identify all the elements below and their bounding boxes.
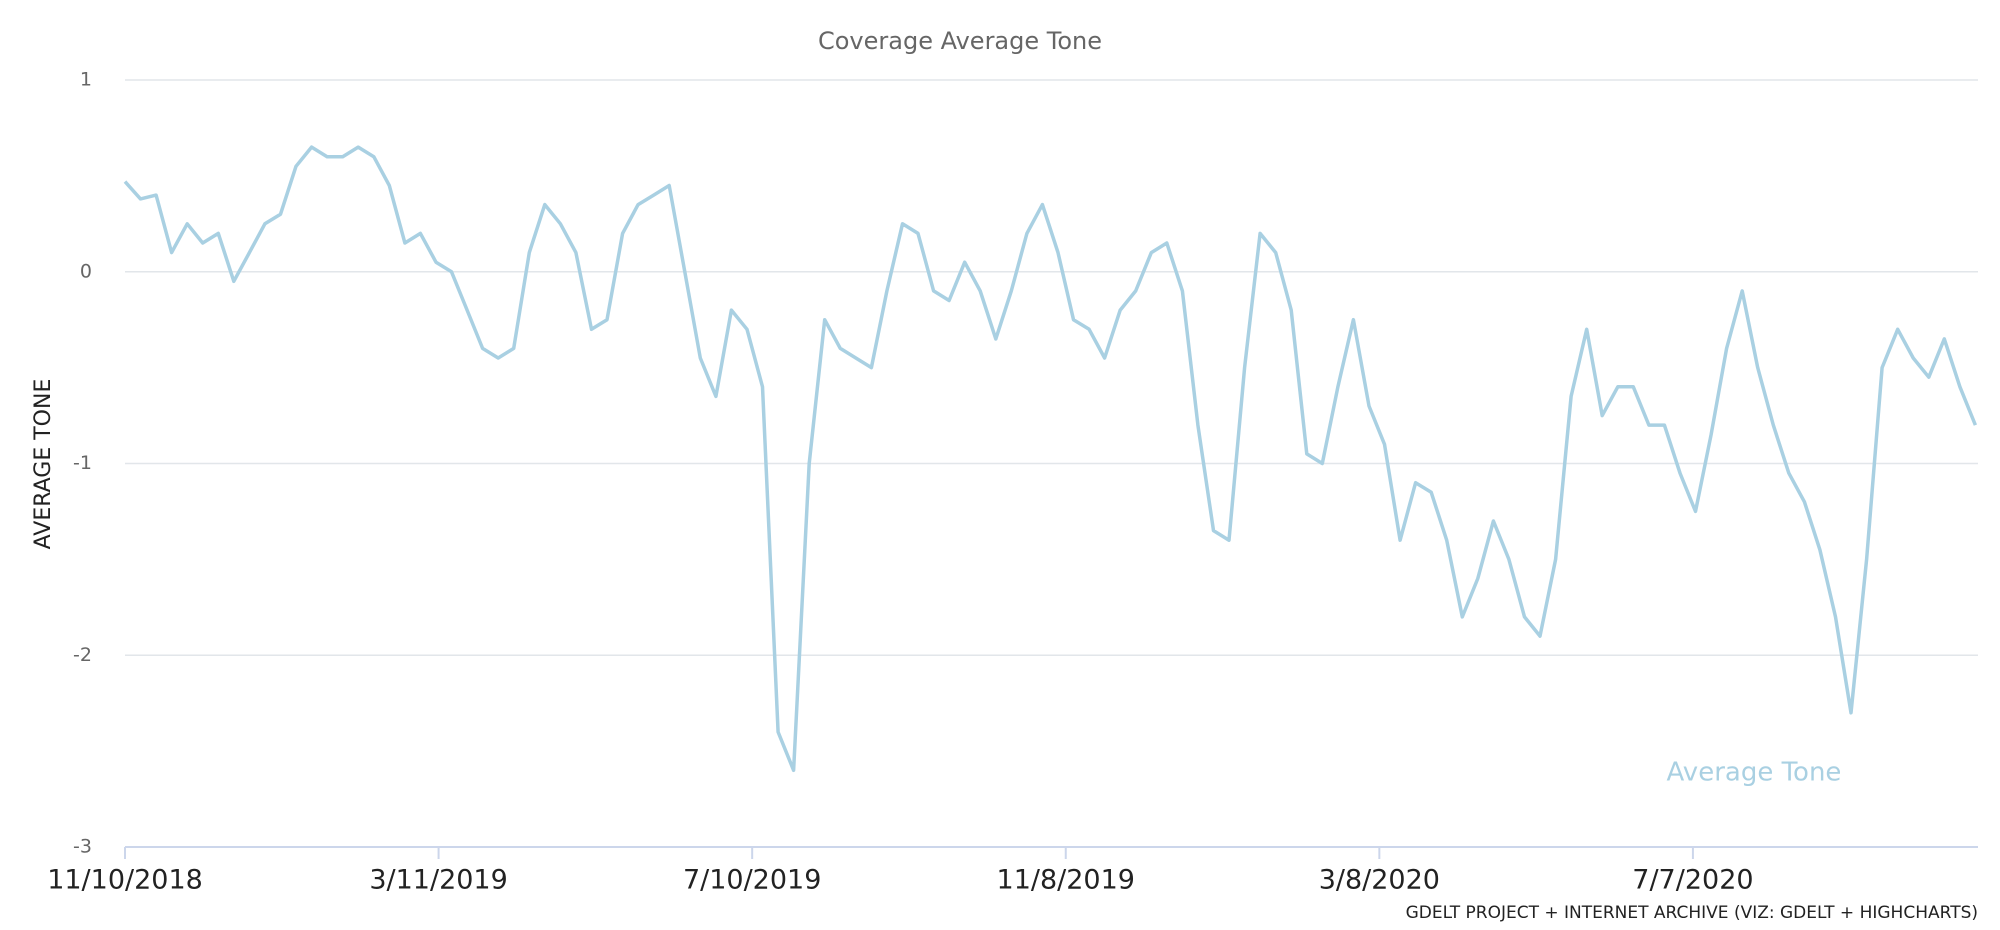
credit: GDELT PROJECT + INTERNET ARCHIVE (VIZ: G… [1406,903,1978,923]
y-tick-label: 0 [80,260,92,282]
y-tick-label: -1 [73,452,92,474]
x-tick-label: 11/8/2019 [997,865,1135,896]
y-tick-label: 1 [80,69,92,91]
y-tick-label: -2 [73,644,92,666]
x-tick-label: 3/11/2019 [369,865,507,896]
y-tick-label: -3 [73,836,92,858]
series-label: Average Tone [1667,758,1842,788]
y-axis-label: AVERAGE TONE [31,379,56,550]
x-tick-label: 7/7/2020 [1632,865,1753,896]
x-tick-label: 11/10/2018 [47,865,203,896]
x-tick-label: 3/8/2020 [1319,865,1440,896]
series-line [123,145,1978,773]
x-tick-label: 7/10/2019 [683,865,821,896]
chart-title: Coverage Average Tone [818,27,1102,55]
